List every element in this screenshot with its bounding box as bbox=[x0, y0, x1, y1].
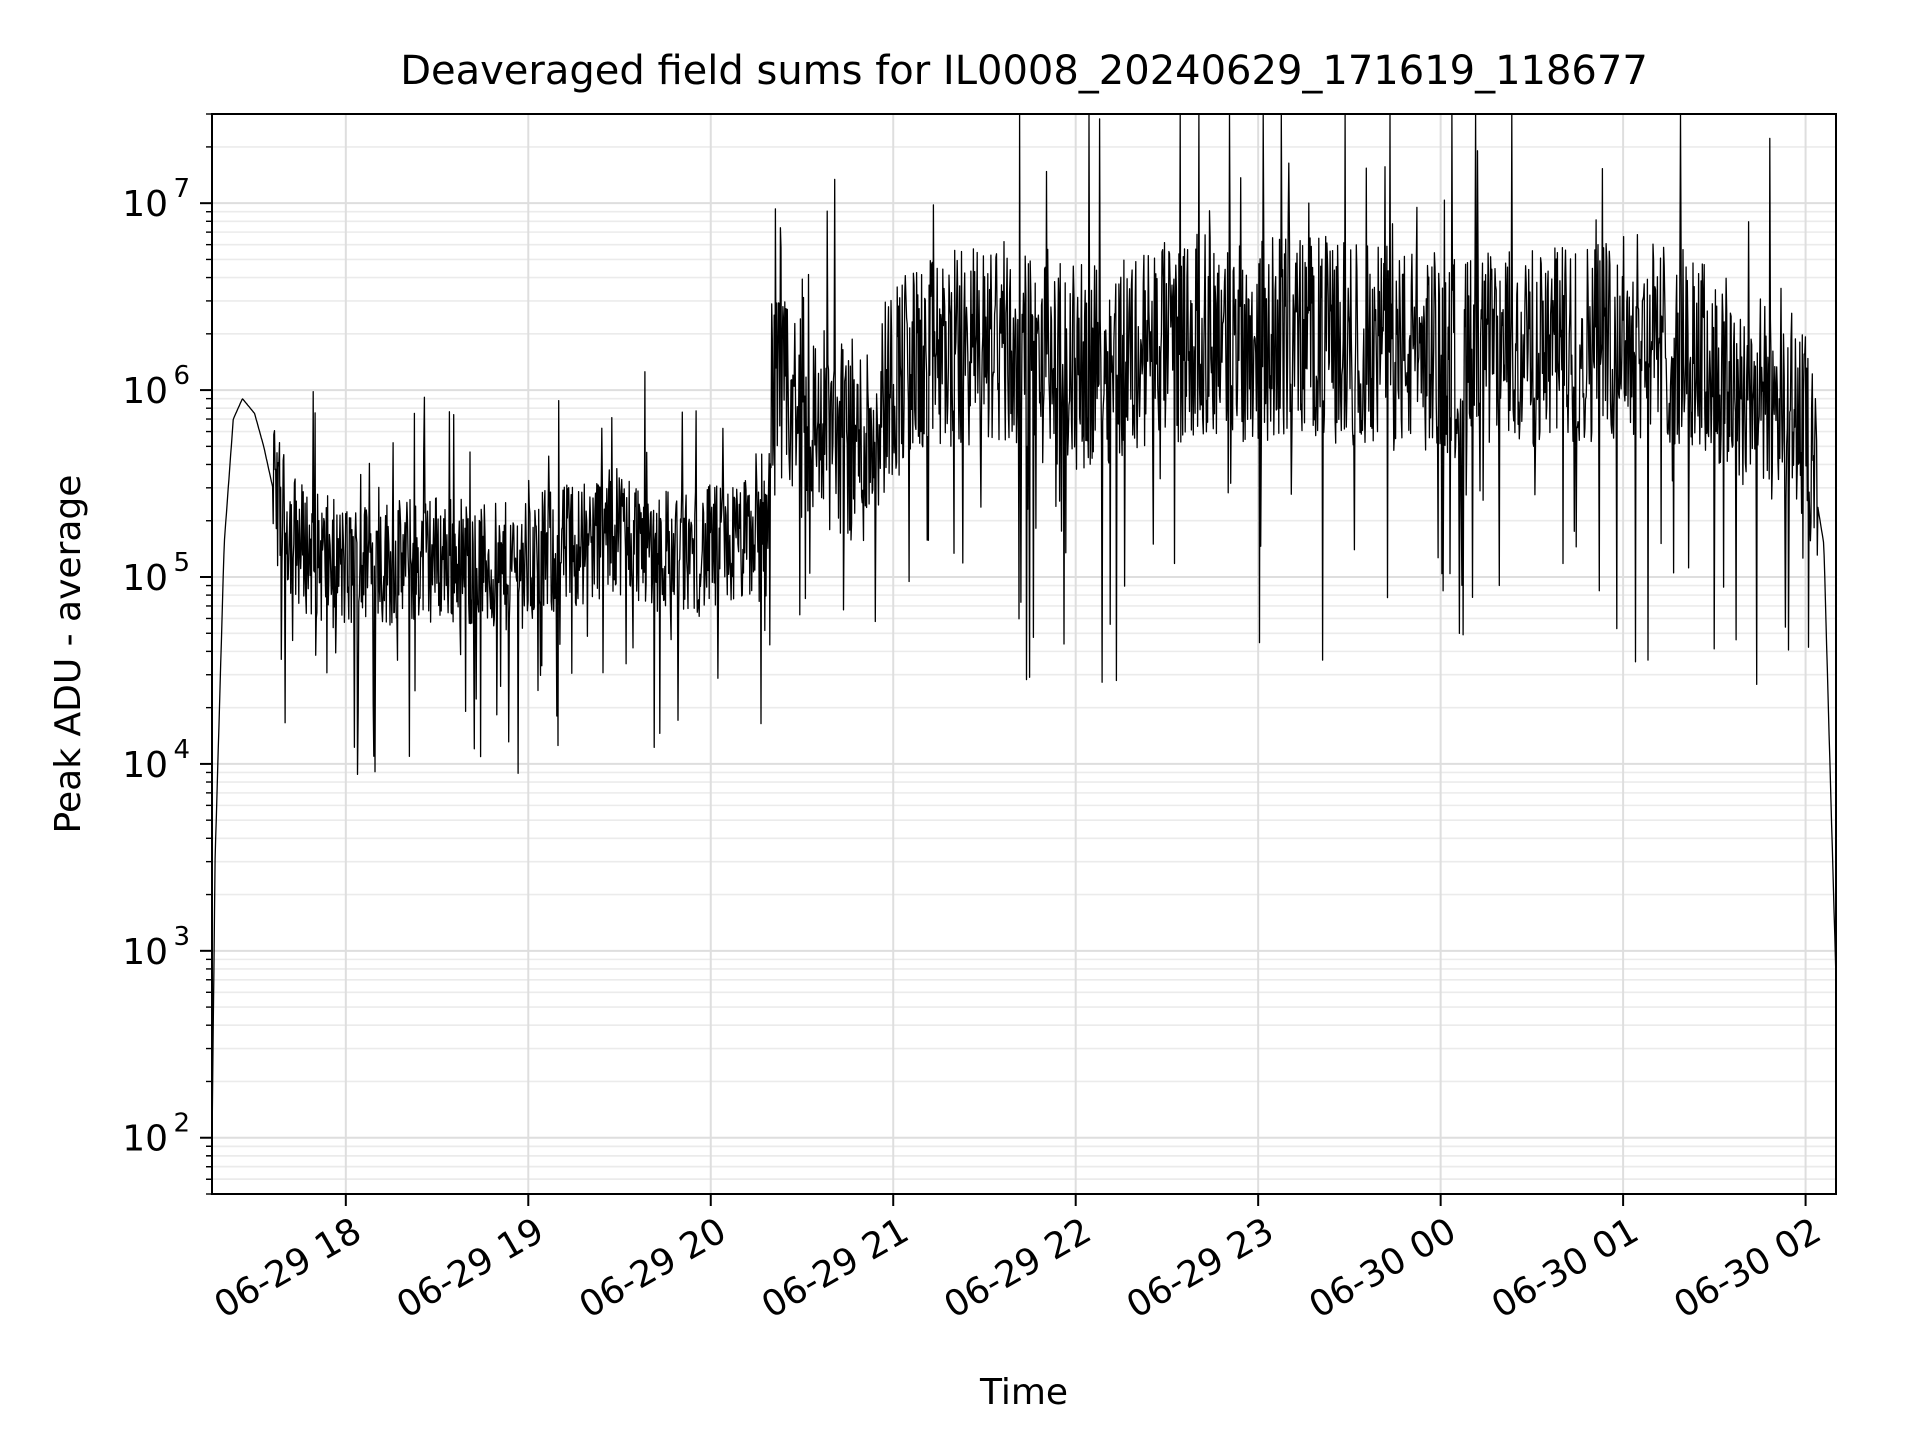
y-tick-label-base: 10 bbox=[122, 932, 168, 973]
grid bbox=[212, 113, 1836, 1195]
y-tick-label-base: 10 bbox=[122, 371, 168, 412]
chart-title: Deaveraged field sums for IL0008_2024062… bbox=[400, 48, 1648, 94]
y-tick-label-exponent: 3 bbox=[173, 922, 190, 952]
x-axis-label: Time bbox=[979, 1372, 1068, 1413]
y-tick-label: 10 bbox=[122, 558, 168, 599]
y-tick-label-exponent: 2 bbox=[173, 1109, 190, 1139]
y-tick-label-base: 10 bbox=[122, 745, 168, 786]
y-tick-label-base: 10 bbox=[122, 184, 168, 225]
y-axis-label: Peak ADU - average bbox=[48, 475, 89, 834]
y-tick-label-exponent: 5 bbox=[173, 548, 190, 578]
y-tick-label: 10 bbox=[122, 1119, 168, 1160]
y-tick-label: 10 bbox=[122, 184, 168, 225]
series-line bbox=[211, 113, 1837, 1147]
y-tick-label-base: 10 bbox=[122, 558, 168, 599]
y-tick-label-exponent: 4 bbox=[173, 735, 190, 765]
y-tick-label: 10 bbox=[122, 932, 168, 973]
series-layer bbox=[211, 113, 1837, 1147]
plot-area bbox=[211, 113, 1837, 1195]
y-tick-label-exponent: 6 bbox=[173, 361, 190, 391]
y-tick-label: 10 bbox=[122, 745, 168, 786]
plot-frame bbox=[211, 113, 1837, 1195]
y-tick-label-base: 10 bbox=[122, 1119, 168, 1160]
y-tick-label-exponent: 7 bbox=[173, 174, 190, 204]
y-tick-label: 10 bbox=[122, 371, 168, 412]
